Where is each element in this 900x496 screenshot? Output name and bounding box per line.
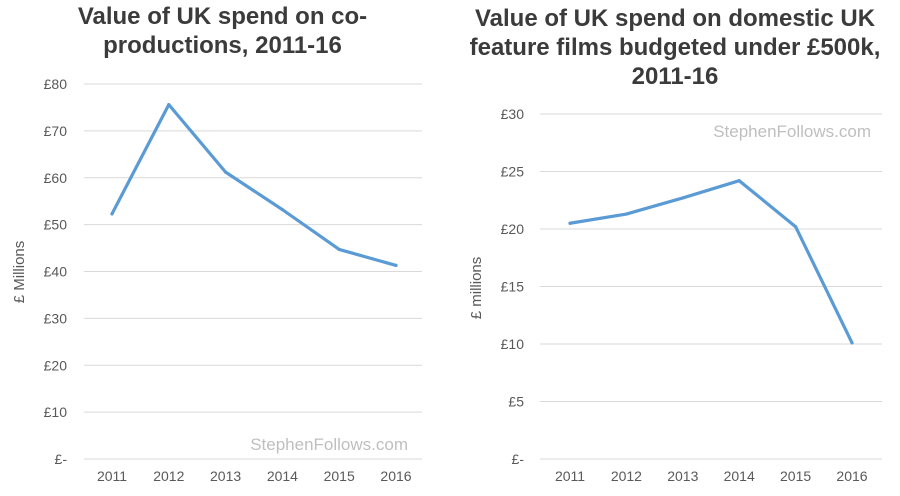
chart-right: Value of UK spend on domestic UK feature… [440,0,900,496]
y-tick-label: £10 [501,336,525,352]
x-tick-label: 2011 [97,468,127,484]
y-tick-label: £30 [501,106,525,122]
x-tick-label: 2014 [267,468,298,484]
data-point [737,179,741,183]
data-point [224,170,228,174]
chart-title: Value of UK spend on domestic UK feature… [469,5,881,90]
data-point [568,221,572,225]
y-tick-label: £25 [501,164,525,180]
x-tick-label: 2014 [724,468,755,484]
data-point [280,208,284,212]
y-tick-label: £20 [44,357,68,373]
y-tick-label: £10 [44,404,68,420]
y-tick-label: £- [55,451,68,467]
x-tick-label: 2013 [210,468,241,484]
watermark: StephenFollows.com [713,122,871,141]
series-line [110,103,398,268]
series-line [568,179,854,345]
y-tick-label: £40 [44,264,68,280]
data-point [167,103,171,107]
y-tick-label: £- [512,451,525,467]
plot-area: £- £5 £10 £15 £20 £25 £30 2011 2012 2013 2014 2015 2… [468,106,882,484]
y-tick-label: £50 [44,217,68,233]
x-tick-label: 2016 [836,468,867,484]
x-tick-label: 2013 [667,468,698,484]
data-point [337,247,341,252]
y-tick-label: £30 [44,310,68,326]
data-point [794,225,798,229]
x-tick-label: 2015 [780,468,811,484]
data-point [624,212,628,216]
chart-left: Value of UK spend on co-productions, 201… [0,0,440,496]
x-tick-label: 2012 [611,468,642,484]
y-tick-label: £70 [44,123,68,139]
data-point [681,196,685,200]
y-tick-label: £80 [44,76,68,92]
x-tick-label: 2012 [153,468,184,484]
watermark: StephenFollows.com [250,435,408,454]
x-tick-label: 2015 [324,468,355,484]
data-point [850,341,854,345]
y-axis-title: £ millions [468,257,485,320]
y-tick-label: £60 [44,170,68,186]
y-axis-title: £ Millions [11,241,28,304]
y-tick-label: £20 [501,221,525,237]
y-tick-label: £5 [508,394,524,410]
chart-title: Value of UK spend on co-productions, 201… [77,3,368,59]
x-tick-label: 2011 [555,468,585,484]
data-point [394,263,398,268]
data-point [110,212,114,216]
y-tick-label: £15 [501,279,525,295]
plot-area: £- £10 £20 £30 £40 £50 £60 £70 £80 2011 2012 2013 20… [11,76,422,484]
x-tick-label: 2016 [380,468,411,484]
